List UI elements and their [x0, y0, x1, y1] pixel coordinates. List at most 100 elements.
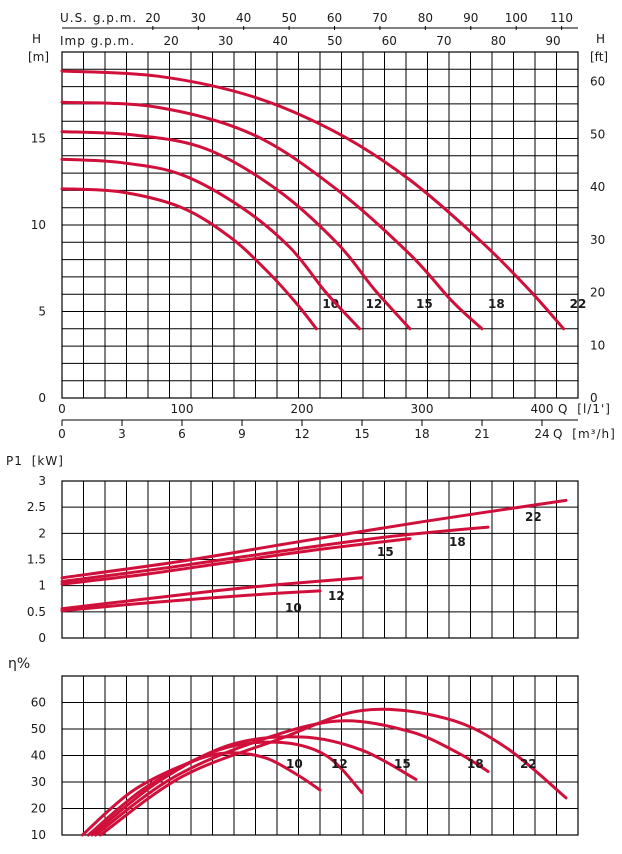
head-curve-label-18: 18: [488, 297, 505, 311]
head-x-tick-m3h: 3: [118, 427, 126, 441]
eta-axis-label: η%: [8, 656, 30, 672]
impgpm-tick-label: 80: [491, 34, 506, 48]
q-lps-symbol: Q: [558, 402, 568, 416]
power-curve-label-12: 12: [328, 589, 345, 603]
q-m3h-symbol: Q: [553, 427, 563, 441]
q-lps-axis-label: Q [l/1']: [558, 402, 611, 416]
eff-curve-label-18: 18: [467, 757, 484, 771]
power-curve-label-18: 18: [449, 535, 466, 549]
eff-curve-15: [90, 735, 418, 837]
head-curve-18: [60, 100, 484, 331]
eff-y-tick: 10: [31, 828, 46, 842]
usgpm-tick-label: 80: [418, 11, 433, 25]
efficiency-chart-panel: 10 20 30 40 50 60 10 12 15 18 22: [31, 675, 579, 842]
power-curve-label-22: 22: [525, 510, 542, 524]
q-m3h-axis-label: Q [m³/h]: [553, 427, 616, 441]
impgpm-tick-label: 90: [545, 34, 560, 48]
head-curve-10: [60, 187, 318, 331]
power-y-tick: 2.5: [27, 500, 46, 514]
impgpm-tick-label: 30: [218, 34, 233, 48]
eff-y-tick: 20: [31, 802, 46, 816]
h-right-axis-label: H: [596, 32, 605, 46]
power-curve-22: [60, 498, 568, 580]
q-m3h-unit: [m³/h]: [572, 427, 616, 441]
eff-curve-label-10: 10: [286, 757, 303, 771]
power-curve-18: [60, 525, 490, 583]
usgpm-tick-label: 50: [281, 11, 296, 25]
power-y-tick: 1.5: [27, 553, 46, 567]
head-x-tick-lps: 0: [58, 402, 66, 416]
power-y-tick: 3: [38, 474, 46, 488]
usgpm-tick-label: 70: [372, 11, 387, 25]
head-curve-label-12: 12: [366, 297, 383, 311]
eff-y-tick: 60: [31, 696, 46, 710]
head-y-tick-m: 5: [38, 305, 46, 319]
usgpm-tick-label: 90: [463, 11, 478, 25]
eff-y-tick: 50: [31, 722, 46, 736]
head-x-tick-lps: 400: [531, 402, 554, 416]
head-x-tick-m3h: 6: [178, 427, 186, 441]
impgpm-axis-label: Imp g.p.m.: [60, 34, 135, 48]
head-y-tick-ft: 50: [590, 127, 605, 141]
head-x-tick-lps: 200: [291, 402, 314, 416]
power-plot-frame: [61, 480, 579, 639]
power-curve-10: [60, 589, 322, 613]
head-x-tick-lps: 100: [171, 402, 194, 416]
power-y-tick: 0: [38, 631, 46, 645]
head-curve-12: [60, 157, 362, 331]
eff-y-tick: 30: [31, 775, 46, 789]
head-x-tick-m3h: 18: [414, 427, 429, 441]
head-y-tick-ft: 30: [590, 233, 605, 247]
p1-symbol: P1: [6, 454, 23, 468]
power-y-tick: 0.5: [27, 605, 46, 619]
h-left-unit: [m]: [28, 50, 49, 64]
head-curve-label-15: 15: [416, 297, 433, 311]
head-y-tick-ft: 10: [590, 338, 605, 352]
impgpm-tick-label: 70: [436, 34, 451, 48]
usgpm-axis-label: U.S. g.p.m.: [60, 11, 137, 25]
power-curve-label-10: 10: [285, 601, 302, 615]
power-curve-15: [60, 537, 412, 586]
eff-curve-label-12: 12: [331, 757, 348, 771]
eff-curve-label-15: 15: [394, 757, 411, 771]
eff-plot-frame: [61, 675, 579, 836]
head-curve-22: [60, 69, 566, 331]
head-y-tick-m: 10: [31, 218, 46, 232]
head-x-tick-m3h: 15: [354, 427, 369, 441]
q-lps-unit: [l/1']: [577, 402, 611, 416]
power-y-tick: 1: [38, 579, 46, 593]
h-right-unit: [ft]: [590, 50, 608, 64]
head-x-tick-m3h: 24: [534, 427, 549, 441]
usgpm-tick-label: 110: [550, 11, 573, 25]
head-x-tick-m3h: 9: [238, 427, 246, 441]
head-x-tick-lps: 300: [411, 402, 434, 416]
eff-curve-label-22: 22: [520, 757, 537, 771]
usgpm-tick-label: 100: [505, 11, 528, 25]
usgpm-tick-label: 40: [236, 11, 251, 25]
power-curve-12: [60, 576, 364, 611]
head-x-tick-m3h: 12: [294, 427, 309, 441]
eff-curve-22: [98, 707, 568, 837]
usgpm-tick-label: 20: [145, 11, 160, 25]
eff-curve-12: [86, 740, 364, 837]
head-y-tick-ft: 20: [590, 286, 605, 300]
power-curve-label-15: 15: [377, 545, 394, 559]
impgpm-tick-label: 60: [382, 34, 397, 48]
head-y-tick-m: 0: [38, 391, 46, 405]
head-y-tick-ft: 40: [590, 180, 605, 194]
usgpm-tick-label: 60: [327, 11, 342, 25]
h-left-axis-label: H: [32, 32, 41, 46]
head-curve-15: [60, 130, 412, 331]
p1-unit: [kW]: [32, 454, 64, 468]
p1-axis-label: P1 [kW]: [6, 454, 64, 468]
head-y-tick-ft: 60: [590, 75, 605, 89]
impgpm-tick-label: 50: [327, 34, 342, 48]
impgpm-tick-label: 20: [163, 34, 178, 48]
head-x-tick-m3h: 21: [474, 427, 489, 441]
head-y-tick-ft: 0: [590, 391, 598, 405]
head-plot-frame: [61, 51, 579, 399]
usgpm-tick-label: 30: [191, 11, 206, 25]
power-y-tick: 2: [38, 526, 46, 540]
